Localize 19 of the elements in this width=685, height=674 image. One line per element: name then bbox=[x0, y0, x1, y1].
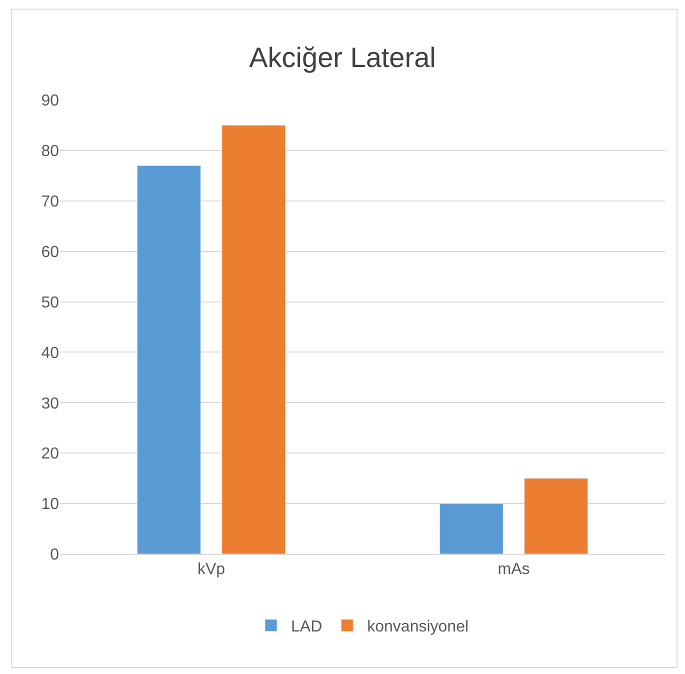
y-tick-label: 10 bbox=[41, 496, 60, 514]
y-tick-label: 80 bbox=[41, 143, 60, 160]
legend-label: konvansiyonel bbox=[367, 618, 469, 636]
legend-label: LAD bbox=[291, 618, 322, 636]
y-tick-label: 40 bbox=[41, 344, 60, 362]
y-tick-label: 50 bbox=[41, 294, 60, 312]
y-tick-label: 90 bbox=[41, 92, 60, 110]
y-tick-label: 0 bbox=[50, 546, 60, 564]
bar bbox=[524, 478, 588, 554]
y-tick-label: 30 bbox=[41, 395, 60, 412]
chart-title: Akciğer Lateral bbox=[249, 42, 436, 73]
bar bbox=[136, 165, 201, 554]
y-tick-label: 60 bbox=[41, 244, 60, 261]
y-tick-label: 70 bbox=[41, 193, 60, 210]
bar bbox=[222, 124, 286, 554]
y-tick-label: 20 bbox=[41, 446, 60, 463]
bar bbox=[439, 503, 504, 554]
x-tick-label: kVp bbox=[197, 561, 226, 578]
x-tick-label: mAs bbox=[498, 561, 530, 578]
